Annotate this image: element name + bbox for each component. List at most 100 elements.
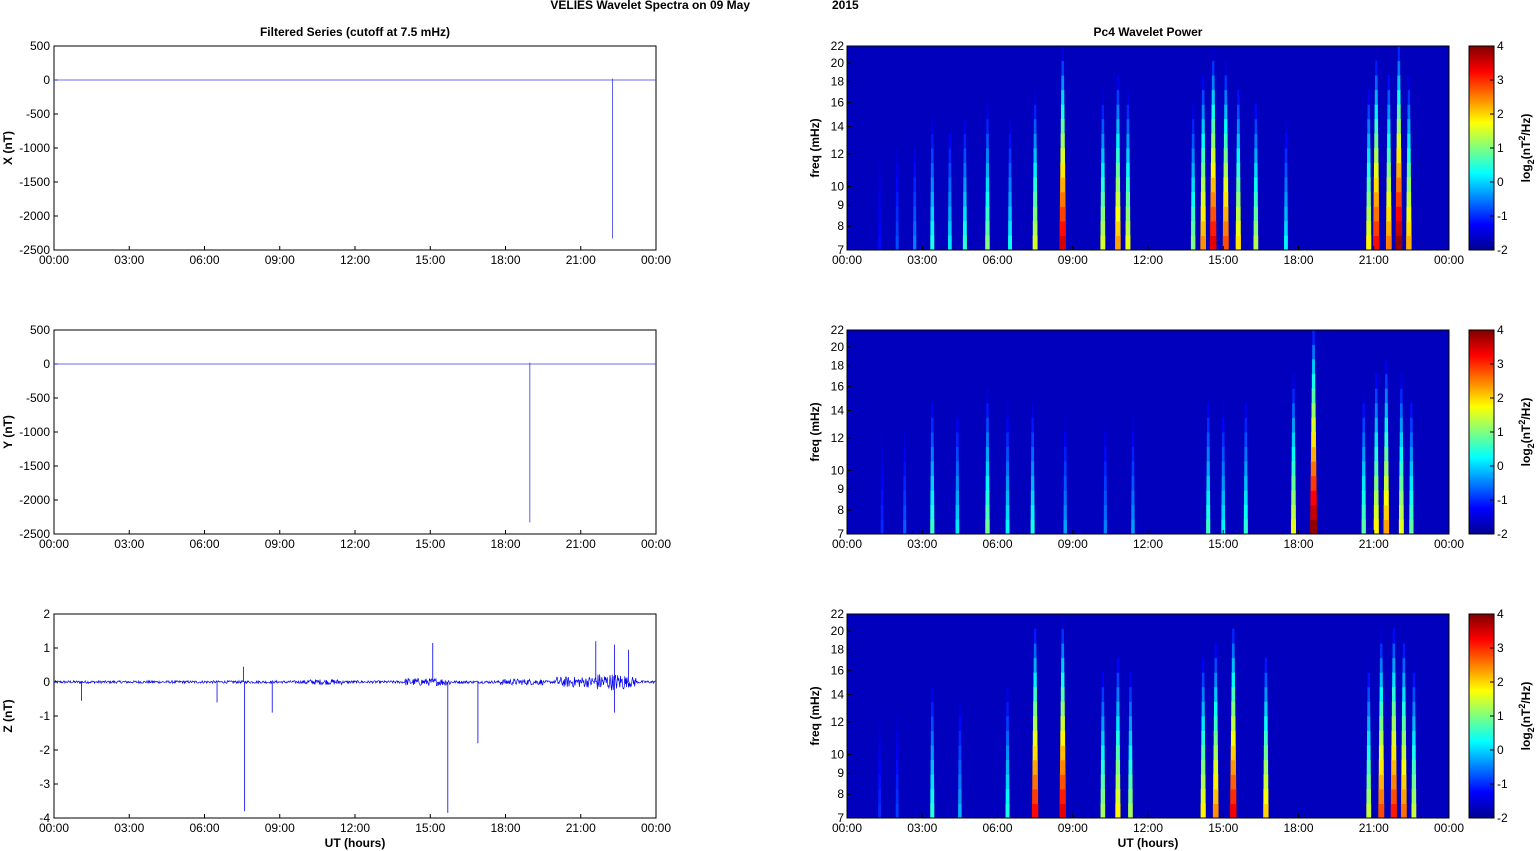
wavelet-y-streak <box>1399 461 1404 477</box>
wavelet-x-streak <box>1126 133 1130 149</box>
wavelet-y-streak <box>1030 490 1035 506</box>
wavelet-x-streak <box>1397 89 1401 105</box>
series-x-xtick-label: 06:00 <box>189 253 219 267</box>
wavelet-x-streak <box>1254 118 1258 134</box>
wavelet-x-streak <box>1101 162 1105 178</box>
wavelet-x-streak <box>1374 75 1378 91</box>
wavelet-x-streak <box>948 133 951 149</box>
wavelet-x-streak <box>1126 89 1129 105</box>
wavelet-y-streak <box>1222 432 1225 448</box>
wavelet-y-streak <box>1104 461 1107 477</box>
series-x-ytick-label: -1000 <box>19 141 50 155</box>
wavelet-z-streak <box>1032 730 1038 746</box>
wavelet-x-cbar-label-part: 2 <box>1526 159 1536 164</box>
x-axis-label-right: UT (hours) <box>1118 836 1179 850</box>
wavelet-z-cbar-tick-label: 0 <box>1497 743 1504 757</box>
wavelet-z-xtick-label: 18:00 <box>1283 821 1313 835</box>
wavelet-x-cbar-tick-label: 4 <box>1497 39 1504 53</box>
wavelet-x-streak <box>1236 177 1241 193</box>
wavelet-y-streak <box>1206 490 1211 506</box>
wavelet-y-streak <box>955 490 960 506</box>
wavelet-z-streak <box>1060 745 1066 761</box>
wavelet-z-streak <box>931 686 934 702</box>
wavelet-x-streak <box>1191 133 1195 149</box>
wavelet-z-cbar-tick-label: -2 <box>1497 811 1508 825</box>
wavelet-x-streak <box>1116 89 1120 105</box>
wavelet-y-streak <box>1399 446 1404 462</box>
wavelet-y-streak <box>930 432 934 448</box>
series-y-xtick-label: 03:00 <box>114 537 144 551</box>
wavelet-z-streak <box>958 730 962 746</box>
wavelet-x-cbar-tick-label: 0 <box>1497 175 1504 189</box>
wavelet-x-streak <box>1373 162 1379 178</box>
wavelet-x-streak <box>895 220 899 236</box>
wavelet-y-streak <box>1310 461 1317 477</box>
wavelet-z-streak <box>1212 803 1219 819</box>
wavelet-x-streak <box>1396 118 1401 134</box>
wavelet-z-streak <box>1116 657 1119 673</box>
wavelet-x-streak <box>1115 235 1121 251</box>
wavelet-y-streak <box>1311 373 1316 389</box>
wavelet-y-streak <box>1221 490 1225 506</box>
wavelet-z-streak <box>1264 657 1268 673</box>
wavelet-x-streak <box>1224 89 1228 105</box>
wavelet-y-cbar-label-part: /Hz) <box>1519 398 1533 420</box>
wavelet-y-streak <box>1006 402 1009 418</box>
wavelet-y-streak <box>1291 461 1296 477</box>
wavelet-x-cbar-label-part: /Hz) <box>1519 114 1533 136</box>
wavelet-x-streak <box>1032 220 1038 236</box>
wavelet-x-streak <box>1237 104 1240 120</box>
wavelet-x-streak <box>985 206 990 222</box>
wavelet-y-streak <box>956 402 959 418</box>
wavelet-x-streak <box>1223 148 1228 164</box>
wavelet-x-streak <box>1060 118 1065 134</box>
wavelet-z-streak <box>1059 788 1066 804</box>
wavelet-z-streak <box>1366 745 1371 761</box>
wavelet-x-streak <box>1126 162 1130 178</box>
wavelet-x-streak <box>1236 118 1240 134</box>
wavelet-z-streak <box>1032 759 1038 775</box>
wavelet-y-streak <box>1131 490 1135 506</box>
wavelet-x-streak <box>1200 220 1206 236</box>
wavelet-y-streak <box>986 432 989 448</box>
wavelet-y-streak <box>1221 446 1225 462</box>
wavelet-x-streak <box>1125 220 1131 236</box>
wavelet-z-streak <box>1231 672 1235 688</box>
wavelet-x-streak <box>1284 133 1288 149</box>
wavelet-x-streak <box>1202 75 1205 91</box>
series-z-xtick-label: 00:00 <box>641 821 671 835</box>
wavelet-z-cbar-tick-label: 4 <box>1497 607 1504 621</box>
wavelet-y-streak <box>1206 475 1210 491</box>
series-z-ylabel: Z (nT) <box>1 699 15 732</box>
wavelet-x-streak <box>1201 104 1205 120</box>
wavelet-y-streak <box>1374 402 1378 418</box>
wavelet-x-streak <box>963 206 967 222</box>
series-x-ylabel: X (nT) <box>1 131 15 165</box>
wavelet-z-streak <box>1230 788 1237 804</box>
wavelet-z-streak <box>1061 628 1064 644</box>
wavelet-y-streak <box>1410 388 1413 404</box>
wavelet-z-streak <box>1031 803 1039 819</box>
wavelet-y-streak <box>1374 432 1378 448</box>
wavelet-x-ytick-label: 16 <box>831 96 845 110</box>
wavelet-y-streak <box>1030 519 1035 535</box>
wavelet-y-streak <box>1291 417 1295 433</box>
wavelet-z-ytick-label: 9 <box>837 766 844 780</box>
wavelet-x-streak <box>1407 104 1411 120</box>
wavelet-y-streak <box>903 519 907 535</box>
wavelet-x-streak <box>1406 177 1411 193</box>
wavelet-z-streak <box>1391 759 1397 775</box>
wavelet-x-streak <box>1224 60 1227 76</box>
wavelet-z-streak <box>1213 774 1219 790</box>
figure-suptitle-b: 2015 <box>832 0 859 12</box>
wavelet-x-streak <box>1396 104 1401 120</box>
wavelet-x-streak <box>1284 148 1288 164</box>
wavelet-x-streak <box>878 162 881 178</box>
wavelet-y-streak <box>1063 475 1067 491</box>
wavelet-y-streak <box>1398 504 1404 520</box>
wavelet-y-streak <box>1374 461 1379 477</box>
wavelet-x-streak <box>1061 89 1065 105</box>
wavelet-y-streak <box>930 446 934 462</box>
wavelet-z-streak <box>895 803 899 819</box>
wavelet-x-streak <box>895 177 899 193</box>
